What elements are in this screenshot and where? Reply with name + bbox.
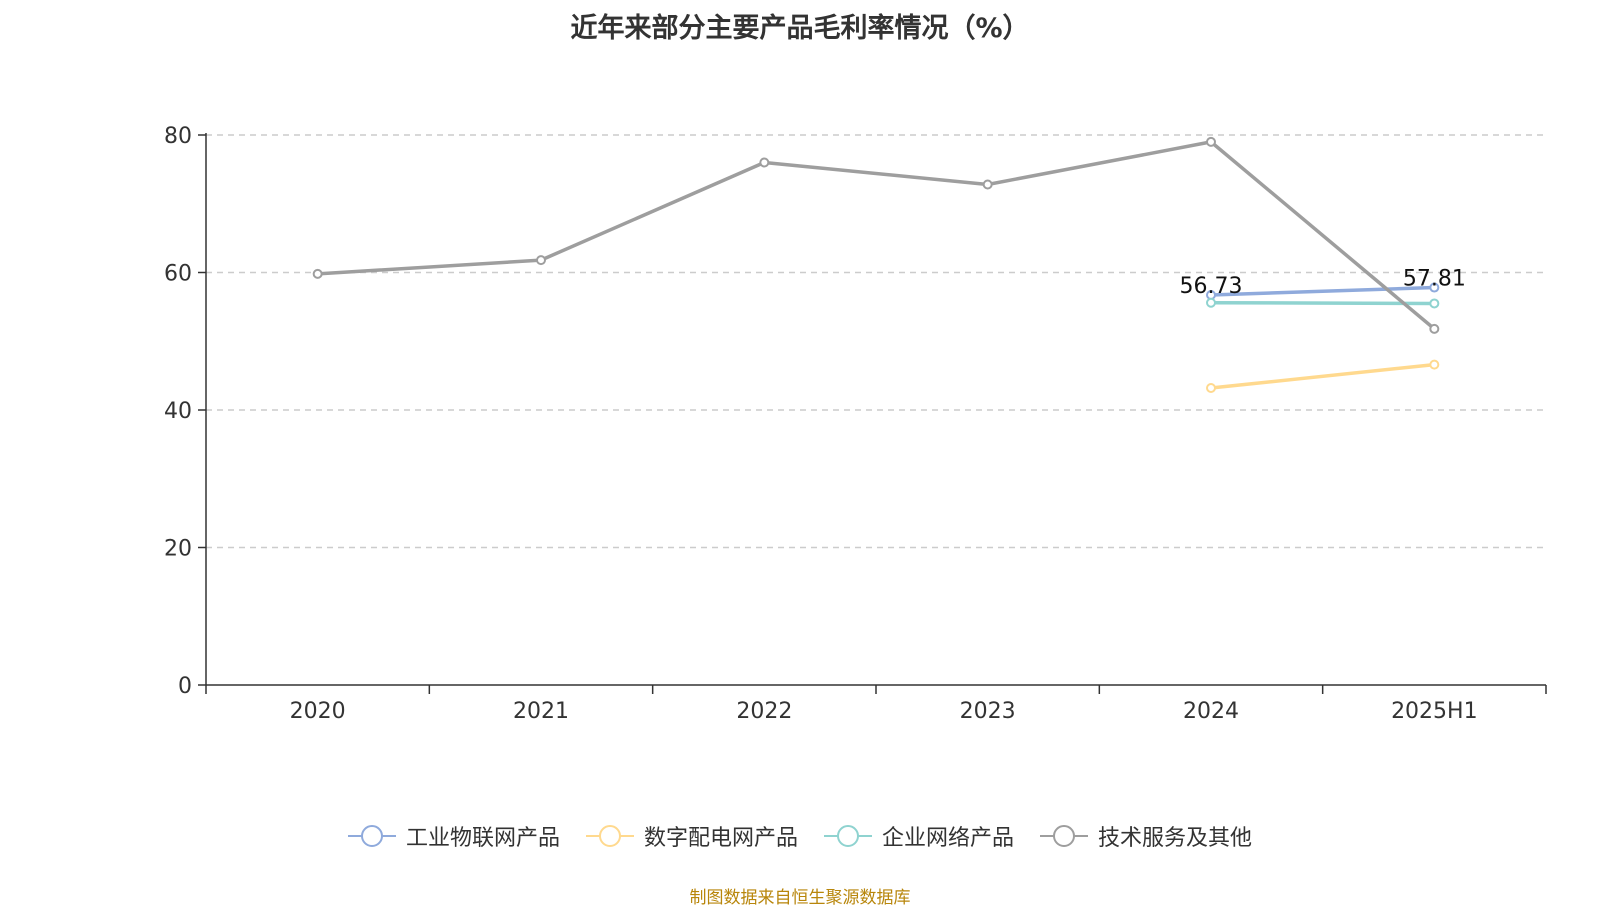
y-tick-label-60: 60	[164, 262, 192, 287]
legend-label: 企业网络产品	[882, 826, 1015, 851]
series-line-3	[317, 140, 1436, 331]
series-lines	[312, 136, 1440, 393]
data-point-3-3	[982, 179, 993, 190]
data-labels: 56.73 57.81	[1180, 267, 1466, 299]
series-line-0	[1210, 285, 1435, 297]
data-point-3-4	[1206, 136, 1216, 147]
legend-marker-icon	[1040, 825, 1089, 847]
data-label-0-5: 57.81	[1403, 267, 1466, 292]
data-point-3-2	[759, 157, 770, 168]
data-point-3-5	[1429, 323, 1440, 334]
legend-marker-icon	[347, 825, 396, 847]
data-point-3-0	[312, 268, 323, 279]
legend-label: 工业物联网产品	[405, 826, 560, 851]
legend-label: 数字配电网产品	[643, 826, 798, 851]
data-point-3-1	[536, 255, 546, 266]
legend-label: 技术服务及其他	[1098, 826, 1253, 851]
data-point-1-4	[1206, 383, 1216, 393]
legend-marker-icon	[585, 825, 634, 847]
y-tick-label-0: 0	[178, 674, 192, 699]
x-tick-label-2023: 2023	[960, 699, 1016, 724]
data-point-2-5	[1429, 298, 1440, 309]
series-line-2	[1210, 301, 1435, 306]
legend-item-0[interactable]: 工业物联网产品	[347, 820, 560, 852]
legend-item-2[interactable]: 企业网络产品	[824, 820, 1014, 852]
data-point-1-5	[1429, 359, 1440, 370]
line-chart: 0 20 40 60 80 2020 2021 2022 2023 2024 2025H1 56.7…	[164, 124, 1547, 724]
x-tick-label-2022: 2022	[736, 699, 792, 724]
chart-title: 近年来部分主要产品毛利率情况（%）	[570, 13, 1030, 44]
grid-lines	[206, 134, 1546, 549]
legend-item-3[interactable]: 技术服务及其他	[1040, 820, 1252, 852]
data-point-2-4	[1206, 297, 1216, 308]
y-tick-label-80: 80	[164, 124, 192, 149]
x-tick-label-2021: 2021	[513, 699, 569, 724]
y-tick-label-40: 40	[164, 399, 192, 424]
data-point-0-5	[1429, 282, 1440, 293]
source-footer: 制图数据来自恒生聚源数据库	[689, 888, 911, 908]
legend-marker-icon	[824, 825, 872, 847]
series-line-1	[1210, 362, 1435, 390]
legend: 工业物联网产品 数字配电网产品 企业网络产品 技术服务及其他	[0, 820, 1600, 852]
data-label-0-4: 56.73	[1180, 274, 1243, 299]
x-tick-label-2024: 2024	[1183, 699, 1239, 724]
y-tick-label-20: 20	[164, 537, 192, 562]
x-tick-label-2025H1: 2025H1	[1391, 699, 1478, 724]
legend-item-1[interactable]: 数字配电网产品	[585, 820, 798, 852]
x-tick-label-2020: 2020	[290, 699, 346, 724]
axes: 0 20 40 60 80 2020 2021 2022 2023 2024 2025H1	[164, 124, 1547, 724]
